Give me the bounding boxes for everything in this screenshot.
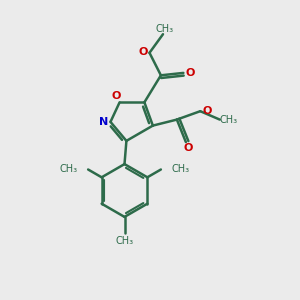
Text: O: O	[185, 68, 195, 78]
Text: O: O	[184, 143, 193, 153]
Text: O: O	[138, 47, 148, 57]
Text: CH₃: CH₃	[59, 164, 78, 175]
Text: O: O	[202, 106, 212, 116]
Text: N: N	[99, 118, 109, 128]
Text: CH₃: CH₃	[171, 164, 190, 175]
Text: CH₃: CH₃	[116, 236, 134, 246]
Text: CH₃: CH₃	[155, 24, 174, 34]
Text: CH₃: CH₃	[219, 115, 237, 124]
Text: O: O	[111, 91, 121, 101]
